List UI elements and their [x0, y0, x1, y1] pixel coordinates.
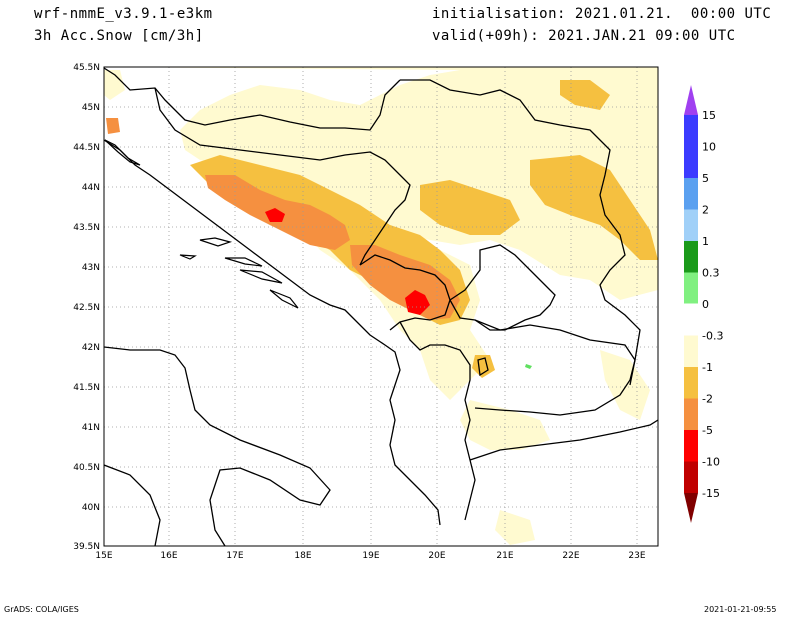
colorbar-segment [684, 367, 698, 399]
map-frame [103, 66, 659, 547]
init-time-label: initialisation: 2021.01.21. 00:00 UTC [432, 6, 772, 22]
colorbar-top-arrow [684, 85, 698, 115]
snow-area-orange-south [350, 245, 460, 320]
colorbar-segment [684, 272, 698, 304]
snow-area-light-west [104, 70, 125, 100]
snow-area-light-bottom [495, 510, 535, 545]
lat-label-45-5n: 45.5N [73, 63, 100, 73]
colorbar-segment [683, 303, 699, 336]
lat-label-44-5n: 44.5N [73, 143, 100, 153]
snow-red-areas [265, 208, 430, 315]
lon-label-23e: 23E [628, 551, 645, 561]
lake-ohrid [477, 357, 489, 377]
colorbar-segment [684, 241, 698, 273]
colorbar-segment [684, 430, 698, 462]
albania-border [399, 321, 476, 521]
lon-label-15e: 15E [95, 551, 112, 561]
colorbar-label: -5 [702, 424, 713, 437]
snow-area-red-north [265, 208, 285, 222]
colorbar-segment [684, 461, 698, 493]
snow-area-light-north [104, 67, 658, 300]
snow-field [104, 67, 658, 546]
variable-label: 3h Acc.Snow [cm/3h] [34, 28, 204, 44]
macedonia-border [474, 319, 636, 416]
colorbar-label: -0.3 [702, 330, 723, 343]
colorbar-label: 0.3 [702, 267, 720, 280]
colorbar-label: -15 [702, 487, 720, 500]
lon-label-16e: 16E [160, 551, 177, 561]
snow-area-yellow-west [106, 118, 120, 134]
serbia-border [400, 79, 641, 386]
snow-area-light-south [460, 400, 550, 450]
northern-border [104, 67, 401, 131]
lon-label-20e: 20E [428, 551, 445, 561]
snow-area-green [525, 364, 532, 369]
lat-label-45n: 45N [82, 103, 100, 113]
latitude-labels: 45.5N 45N 44.5N 44N 43.5N 43N 42.5N 42N … [73, 63, 100, 552]
snow-area-red-south [405, 290, 430, 315]
lat-label-43-5n: 43.5N [73, 223, 100, 233]
lon-label-17e: 17E [226, 551, 243, 561]
lat-label-41n: 41N [82, 423, 100, 433]
colorbar-bottom-arrow [684, 493, 698, 523]
lon-label-22e: 22E [562, 551, 579, 561]
colorbar-label: 10 [702, 141, 716, 154]
footer-timestamp: 2021-01-21-09:55 [704, 605, 777, 614]
colorbar-label: 15 [702, 109, 716, 122]
valid-time-label: valid(+09h): 2021.JAN.21 09:00 UTC [432, 28, 736, 44]
snow-area-yellow-northeast [530, 155, 658, 260]
colorbar-label: -1 [702, 361, 713, 374]
snow-area-light-southeast [600, 350, 650, 420]
colorbar-label: -2 [702, 393, 713, 406]
colorbar-label: 5 [702, 172, 709, 185]
lat-label-40-5n: 40.5N [73, 463, 100, 473]
colorbar-segment [684, 115, 698, 147]
colorbar-segment [684, 178, 698, 210]
kosovo-border [449, 244, 556, 331]
islands [104, 139, 299, 309]
lat-label-42-5n: 42.5N [73, 303, 100, 313]
colorbar-label: 1 [702, 235, 709, 248]
colorbar-label: -10 [702, 456, 720, 469]
bosnia-border [154, 87, 411, 266]
colorbar-segment [684, 146, 698, 178]
colorbar-segment [684, 209, 698, 241]
lon-label-18e: 18E [294, 551, 311, 561]
colorbar-segment [684, 398, 698, 430]
italy-heel [104, 464, 161, 546]
snow-area-yellow-top [560, 80, 610, 110]
footer-credit: GrADS: COLA/IGES [4, 605, 79, 614]
adriatic-coast-east [104, 139, 441, 526]
lat-label-41-5n: 41.5N [73, 383, 100, 393]
italy-coast [104, 346, 331, 546]
coastlines-borders [104, 67, 658, 546]
lat-label-43n: 43N [82, 263, 100, 273]
colorbar-segment [684, 335, 698, 367]
snow-area-yellow-ridge [420, 180, 520, 235]
greece-border [469, 419, 658, 461]
lat-label-42n: 42N [82, 343, 100, 353]
lon-label-19e: 19E [362, 551, 379, 561]
lat-label-40n: 40N [82, 503, 100, 513]
montenegro-border [359, 254, 451, 331]
colorbar-label: 2 [702, 204, 709, 217]
lat-label-44n: 44N [82, 183, 100, 193]
grid-lines [104, 67, 658, 546]
lat-label-39-5n: 39.5N [73, 542, 100, 552]
colorbar-label: 0 [702, 298, 709, 311]
colorbar: 15 10 5 2 1 0.3 0 -0.3 -1 -2 -5 -10 -15 [683, 85, 723, 523]
longitude-labels: 15E 16E 17E 18E 19E 20E 21E 22E 23E [95, 551, 645, 561]
model-label: wrf-nmmE_v3.9.1-e3km [34, 6, 213, 22]
lon-label-21e: 21E [496, 551, 513, 561]
